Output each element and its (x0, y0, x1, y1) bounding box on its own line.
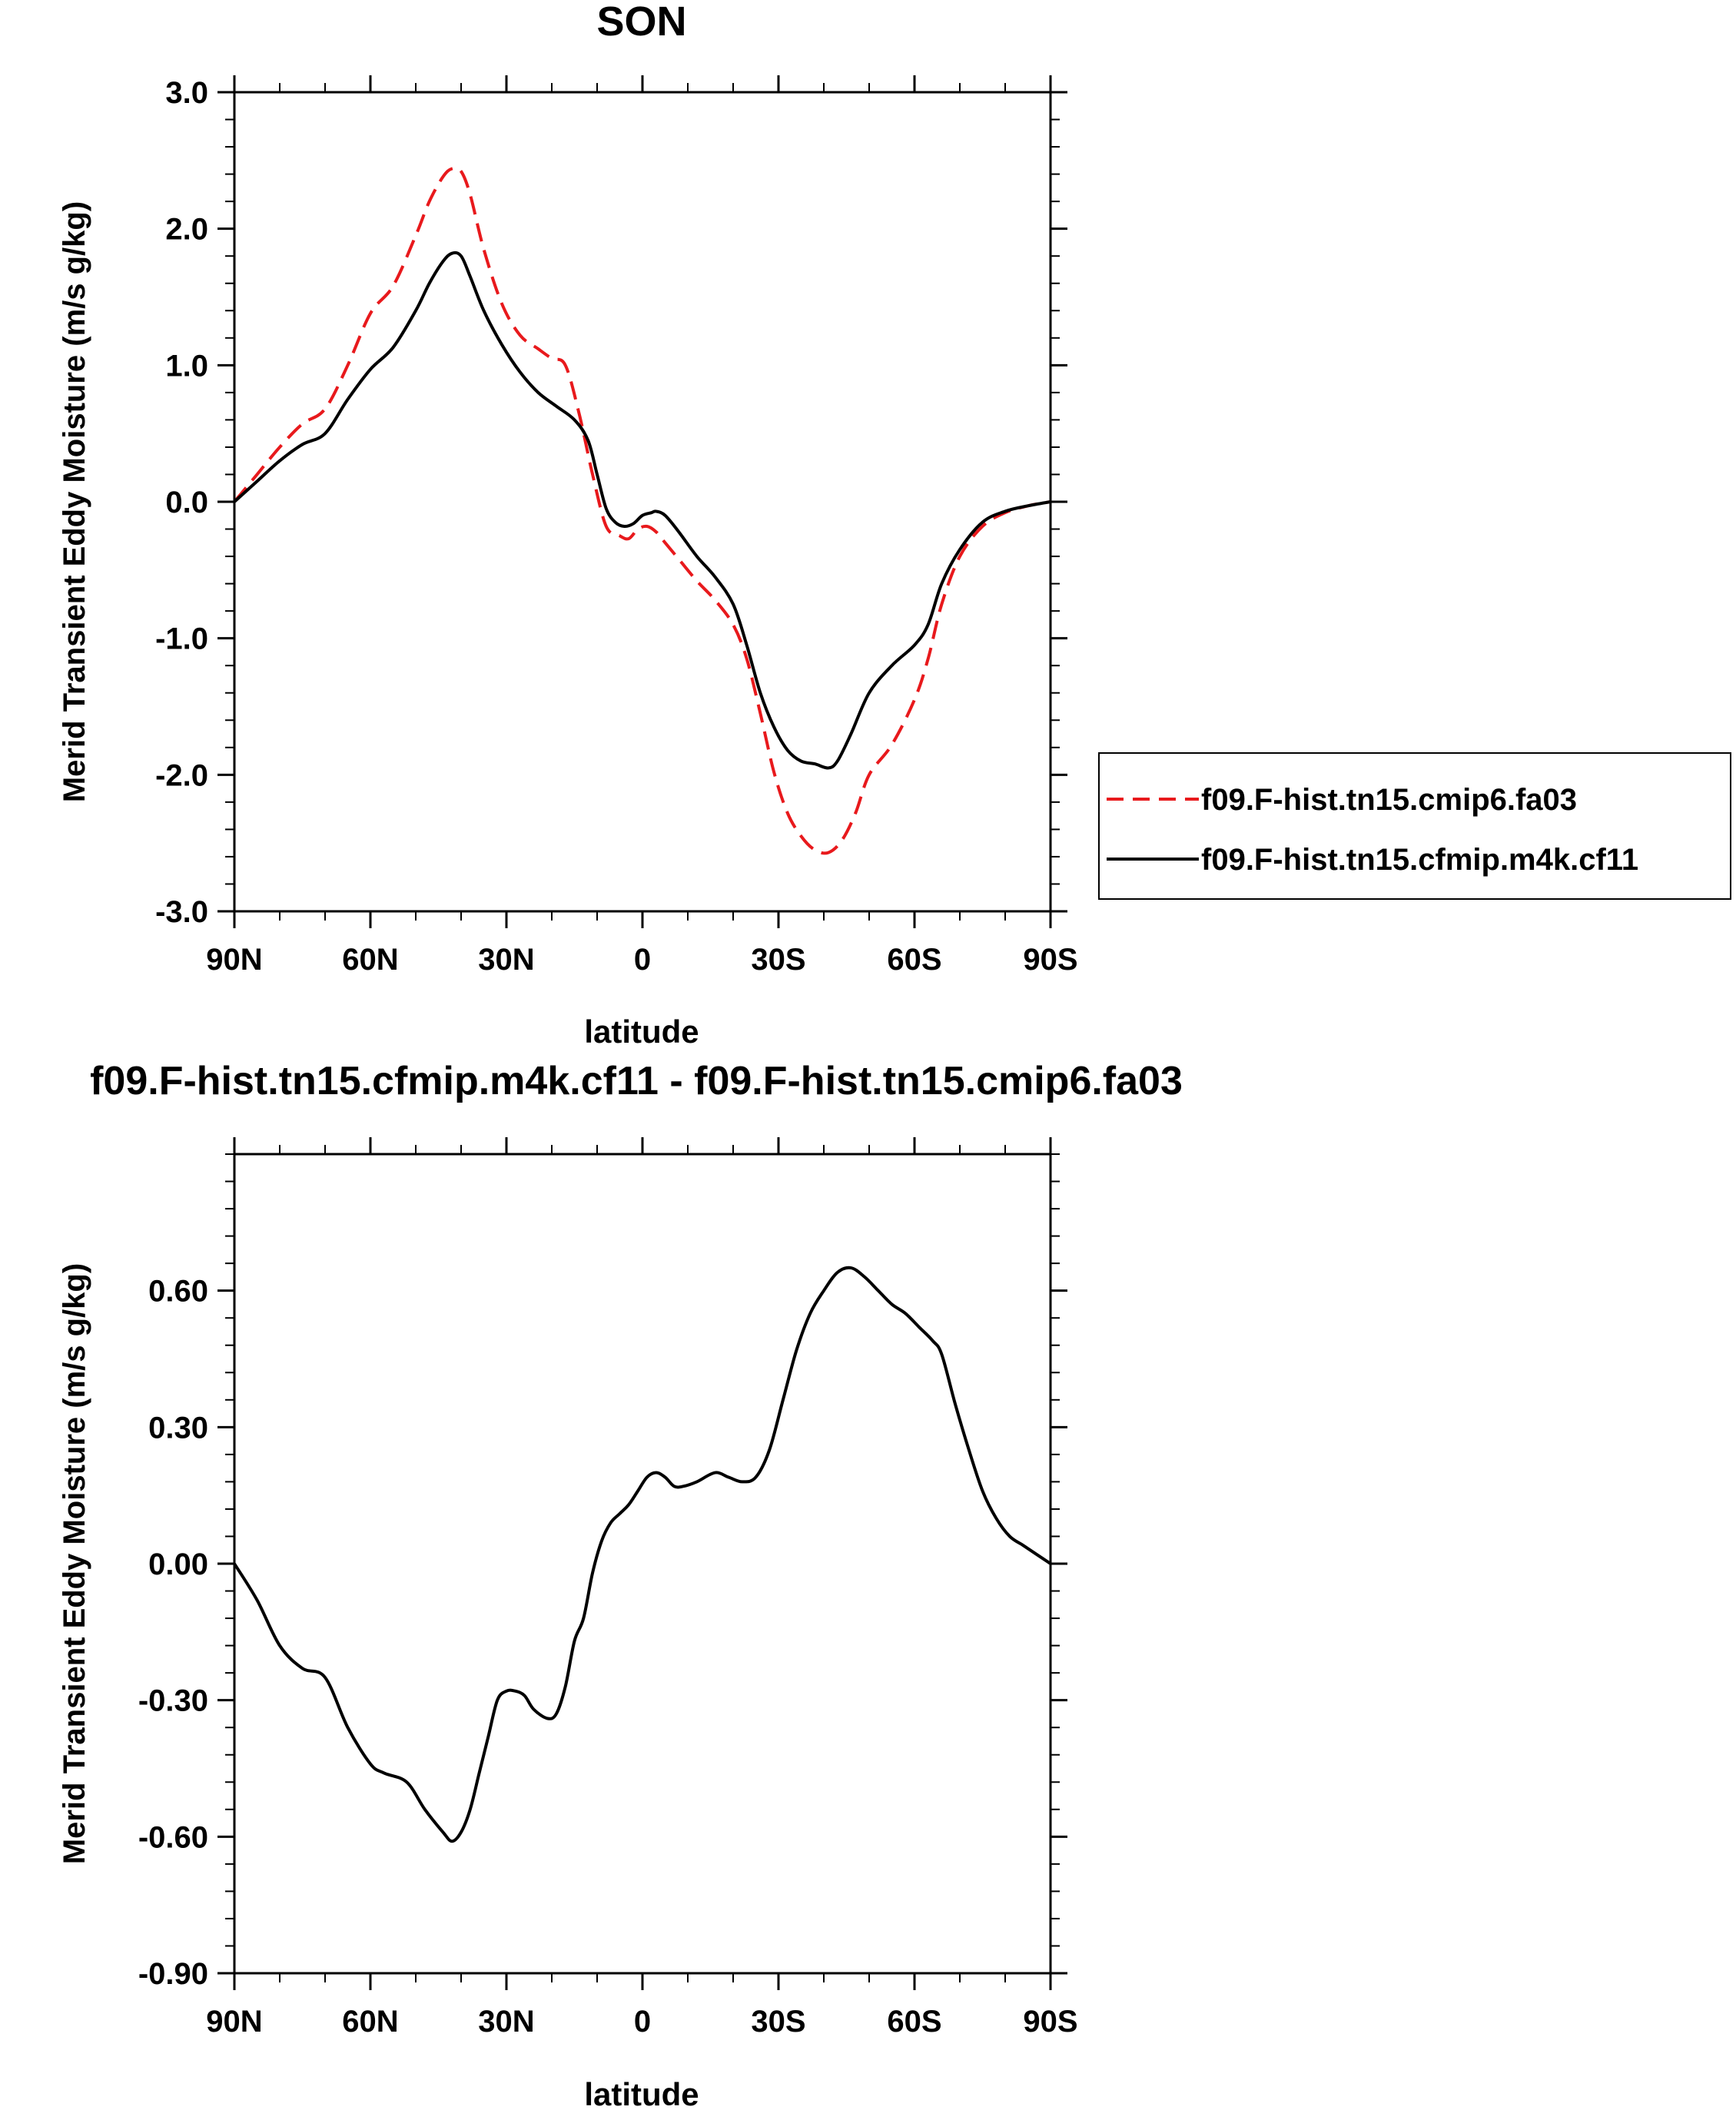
y-tick-label: -3.0 (155, 895, 208, 929)
x-tick-label: 0 (634, 2005, 651, 2039)
y-tick-label: 0.0 (165, 486, 208, 519)
x-tick-label: 60S (887, 943, 941, 977)
bottom-plot-frame (233, 1153, 1052, 1975)
bottom-y-axis-label: Merid Transient Eddy Moisture (m/s g/kg) (58, 1263, 91, 1864)
top-chart-title: SON (596, 0, 686, 45)
y-tick-label: 3.0 (165, 76, 208, 110)
y-tick-label: 0.00 (148, 1548, 208, 1581)
series-line-f09-f-hist-tn15-cmip6-fa03 (233, 166, 1051, 855)
y-tick-label: -2.0 (155, 758, 208, 792)
x-tick-label: 30N (478, 943, 534, 977)
legend-box (1098, 752, 1731, 900)
series-line-difference (233, 1266, 1052, 1843)
bottom-panel: f09.F-hist.tn15.cfmip.m4k.cf11 - f09.F-h… (58, 1059, 1183, 2110)
x-tick-label: 0 (634, 943, 651, 977)
y-tick-label: -0.30 (138, 1684, 208, 1718)
x-tick-label: 30N (478, 2005, 534, 2039)
y-tick-label: -0.90 (138, 1957, 208, 1991)
top-plot-frame (233, 91, 1052, 913)
y-tick-label: 0.30 (148, 1411, 208, 1445)
y-tick-label: -1.0 (155, 622, 208, 656)
x-tick-label: 90N (206, 943, 262, 977)
x-tick-label: 90S (1023, 943, 1077, 977)
legend-label-cf11: f09.F-hist.tn15.cfmip.m4k.cf11 (1201, 843, 1638, 877)
x-tick-label: 30S (751, 943, 805, 977)
x-tick-label: 60N (342, 2005, 398, 2039)
y-tick-label: 0.60 (148, 1275, 208, 1309)
top-x-axis-label: latitude (584, 1014, 699, 1050)
x-tick-label: 60S (887, 2005, 941, 2039)
x-tick-label: 90S (1023, 2005, 1077, 2039)
bottom-chart-title: f09.F-hist.tn15.cfmip.m4k.cf11 - f09.F-h… (90, 1059, 1183, 1103)
y-tick-label: 2.0 (165, 213, 208, 247)
top-y-axis-label: Merid Transient Eddy Moisture (m/s g/kg) (58, 201, 91, 802)
top-panel: SON 3.0 2.0 1.0 0.0 -1.0 -2.0 -3.0 90N 60N 30N 0 30… (58, 0, 1731, 1050)
legend: f09.F-hist.tn15.cmip6.fa03 f09.F-hist.tn… (1098, 752, 1731, 900)
y-tick-label: -0.60 (138, 1820, 208, 1854)
x-tick-label: 90N (206, 2005, 262, 2039)
series-line-f09-f-hist-tn15-cfmip-m4k-cf11 (233, 250, 1051, 770)
legend-label-fa03: f09.F-hist.tn15.cmip6.fa03 (1201, 783, 1577, 817)
x-tick-label: 60N (342, 943, 398, 977)
x-tick-label: 30S (751, 2005, 805, 2039)
bottom-x-axis-label: latitude (584, 2076, 699, 2110)
y-tick-label: 1.0 (165, 349, 208, 383)
